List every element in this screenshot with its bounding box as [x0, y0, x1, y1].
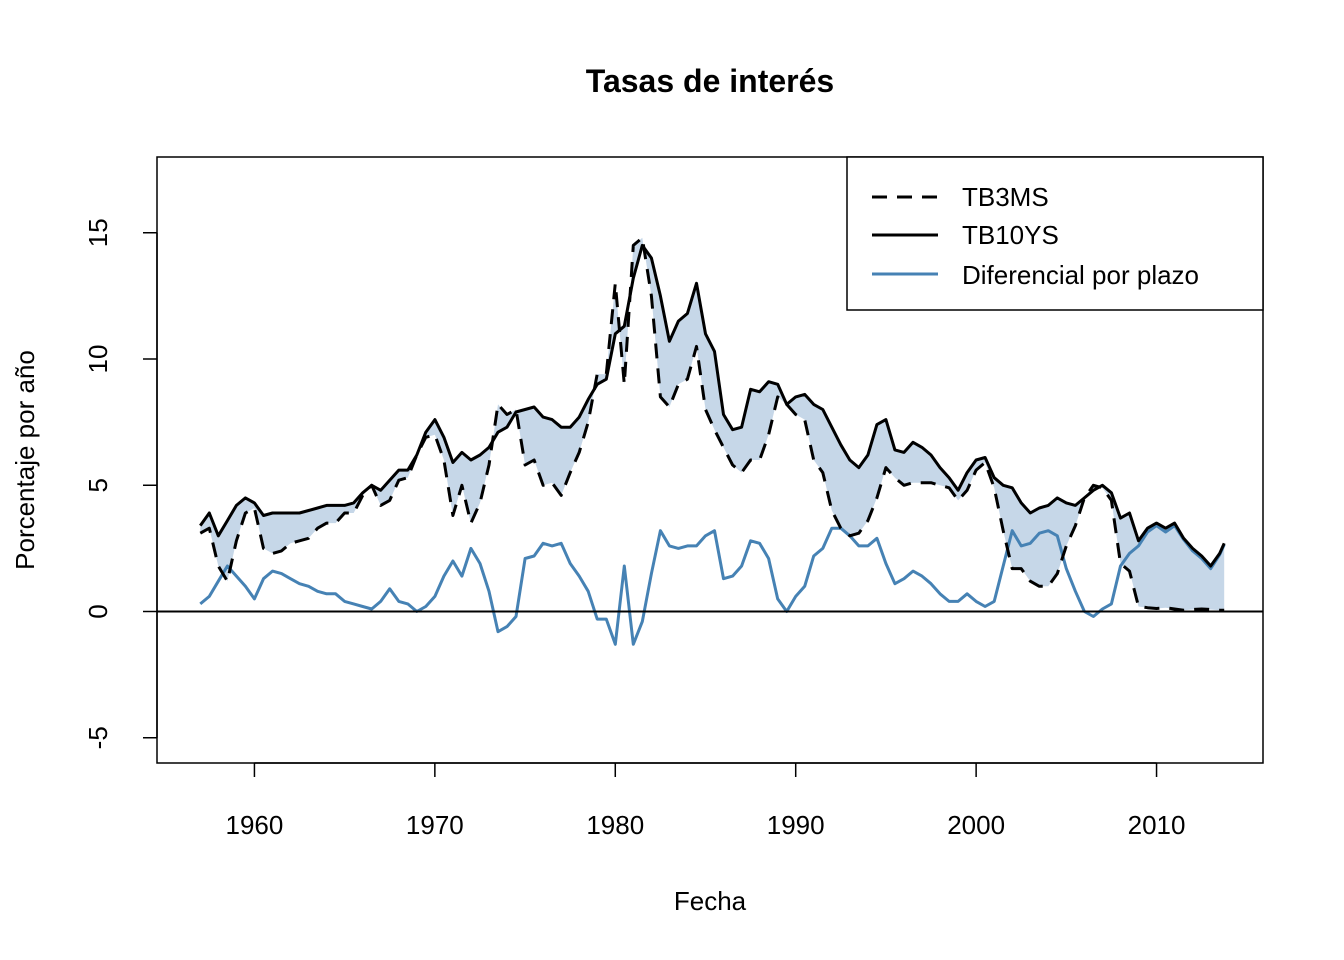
- y-tick-label: 10: [83, 345, 113, 374]
- x-tick-label: 1980: [586, 810, 644, 840]
- x-tick-label: 2010: [1128, 810, 1186, 840]
- x-axis-label: Fecha: [674, 886, 747, 916]
- y-axis-label: Porcentaje por año: [10, 350, 40, 570]
- y-tick-label: 15: [83, 218, 113, 247]
- y-tick-label: 0: [83, 604, 113, 618]
- x-tick-label: 1970: [406, 810, 464, 840]
- legend: TB3MS TB10YS Diferencial por plazo: [846, 156, 1264, 311]
- y-tick-label: 5: [83, 478, 113, 492]
- legend-label-tb3ms: TB3MS: [962, 182, 1049, 212]
- y-tick-label: -5: [83, 726, 113, 749]
- x-tick-label: 2000: [947, 810, 1005, 840]
- series-line-diferencial-por-plazo: [199, 524, 1226, 646]
- x-tick-label: 1960: [226, 810, 284, 840]
- x-tick-label: 1990: [767, 810, 825, 840]
- legend-label-spread: Diferencial por plazo: [962, 260, 1199, 290]
- x-axis: 1960 1970 1980 1990 2000 2010: [226, 762, 1186, 840]
- chart-title: Tasas de interés: [586, 63, 834, 99]
- y-axis: -5 0 5 10 15: [83, 218, 158, 749]
- fill-between-tb10ys-tb3ms: [200, 237, 1225, 611]
- series-lines: [199, 236, 1226, 646]
- spread-fill-area: [200, 237, 1225, 611]
- legend-label-tb10ys: TB10YS: [962, 220, 1059, 250]
- series-line-tb10ys: [199, 243, 1226, 568]
